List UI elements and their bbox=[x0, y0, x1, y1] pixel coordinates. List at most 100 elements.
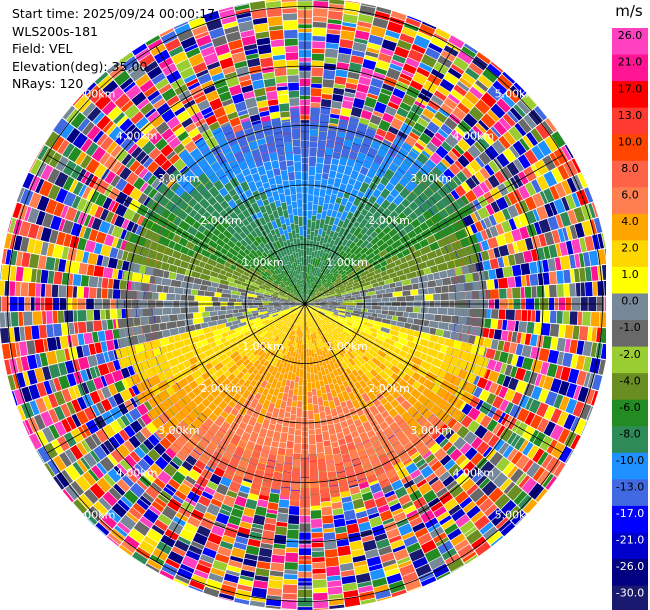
noise-gate bbox=[398, 77, 411, 86]
velocity-gate bbox=[282, 317, 289, 323]
velocity-gate bbox=[298, 386, 303, 396]
noise-gate bbox=[361, 535, 375, 543]
velocity-gate bbox=[305, 304, 308, 313]
velocity-gate bbox=[333, 293, 342, 297]
noise-gate bbox=[228, 515, 241, 526]
velocity-gate bbox=[211, 433, 223, 446]
velocity-gate bbox=[312, 236, 318, 246]
velocity-gate bbox=[321, 274, 327, 282]
noise-gate bbox=[487, 248, 496, 260]
velocity-gate bbox=[329, 263, 335, 270]
velocity-gate bbox=[353, 160, 363, 172]
velocity-gate bbox=[411, 371, 422, 381]
velocity-gate bbox=[371, 298, 382, 303]
noise-gate bbox=[91, 465, 104, 479]
noise-gate bbox=[252, 17, 268, 25]
velocity-gate bbox=[287, 313, 294, 318]
velocity-gate bbox=[359, 166, 369, 176]
noise-gate bbox=[450, 129, 463, 142]
noise-gate bbox=[117, 499, 130, 512]
velocity-gate bbox=[168, 393, 180, 405]
noise-gate bbox=[321, 501, 332, 507]
noise-gate bbox=[383, 521, 398, 532]
velocity-gate bbox=[213, 328, 224, 336]
noise-gate bbox=[105, 211, 115, 223]
noise-gate bbox=[368, 34, 384, 46]
velocity-gate bbox=[360, 275, 368, 281]
velocity-gate bbox=[316, 283, 322, 290]
velocity-gate bbox=[429, 241, 440, 252]
velocity-gate bbox=[270, 327, 277, 333]
noise-gate bbox=[492, 423, 502, 435]
noise-gate bbox=[565, 450, 574, 464]
noise-gate bbox=[312, 557, 325, 563]
velocity-gate bbox=[262, 326, 270, 333]
velocity-gate bbox=[350, 336, 357, 343]
velocity-gate bbox=[316, 363, 321, 372]
velocity-gate bbox=[282, 339, 288, 348]
velocity-gate bbox=[309, 454, 317, 462]
noise-gate bbox=[101, 256, 110, 267]
noise-gate bbox=[578, 326, 589, 341]
noise-gate bbox=[269, 575, 283, 581]
velocity-gate bbox=[443, 338, 454, 348]
noise-gate bbox=[513, 490, 528, 506]
velocity-gate bbox=[269, 340, 276, 348]
noise-gate bbox=[340, 107, 352, 117]
velocity-gate bbox=[380, 266, 387, 272]
velocity-gate bbox=[429, 393, 440, 404]
velocity-gate bbox=[275, 381, 282, 389]
noise-gate bbox=[355, 572, 371, 584]
noise-gate bbox=[385, 568, 400, 577]
velocity-gate bbox=[363, 311, 372, 317]
noise-gate bbox=[354, 564, 369, 575]
velocity-gate bbox=[171, 365, 180, 375]
velocity-gate bbox=[427, 280, 437, 288]
velocity-gate bbox=[353, 299, 363, 303]
noise-gate bbox=[181, 136, 192, 146]
noise-gate bbox=[161, 505, 177, 520]
velocity-gate bbox=[402, 284, 413, 291]
noise-gate bbox=[124, 454, 137, 468]
noise-gate bbox=[534, 373, 543, 387]
noise-gate bbox=[313, 600, 329, 609]
velocity-gate bbox=[300, 310, 304, 320]
noise-gate bbox=[583, 252, 591, 267]
noise-gate bbox=[565, 226, 573, 241]
noise-gate bbox=[567, 209, 578, 225]
velocity-gate bbox=[173, 438, 185, 449]
velocity-gate bbox=[289, 309, 298, 316]
velocity-gate bbox=[323, 259, 329, 266]
noise-gate bbox=[16, 187, 25, 203]
velocity-gate bbox=[344, 434, 354, 444]
velocity-gate bbox=[362, 136, 373, 147]
noise-gate bbox=[368, 563, 383, 572]
noise-gate bbox=[58, 375, 70, 390]
velocity-gate bbox=[318, 131, 328, 141]
velocity-gate bbox=[457, 379, 467, 390]
velocity-gate bbox=[312, 257, 316, 266]
velocity-gate bbox=[268, 337, 276, 345]
noise-gate bbox=[351, 548, 365, 558]
noise-gate bbox=[266, 7, 282, 18]
noise-gate bbox=[455, 472, 470, 486]
noise-gate bbox=[520, 287, 525, 298]
noise-gate bbox=[107, 224, 115, 235]
velocity-gate bbox=[307, 397, 313, 404]
noise-gate bbox=[537, 451, 549, 466]
noise-gate bbox=[334, 76, 347, 85]
noise-gate bbox=[104, 234, 115, 247]
velocity-gate bbox=[313, 250, 318, 258]
noise-gate bbox=[331, 501, 343, 510]
noise-gate bbox=[108, 533, 122, 545]
noise-gate bbox=[466, 529, 483, 545]
noise-gate bbox=[470, 223, 478, 234]
velocity-gate bbox=[384, 354, 394, 363]
noise-gate bbox=[83, 82, 97, 96]
velocity-gate bbox=[317, 139, 327, 150]
noise-gate bbox=[255, 31, 270, 39]
noise-gate bbox=[463, 150, 475, 163]
velocity-gate bbox=[296, 407, 302, 417]
noise-gate bbox=[34, 339, 45, 354]
noise-gate bbox=[172, 494, 184, 504]
